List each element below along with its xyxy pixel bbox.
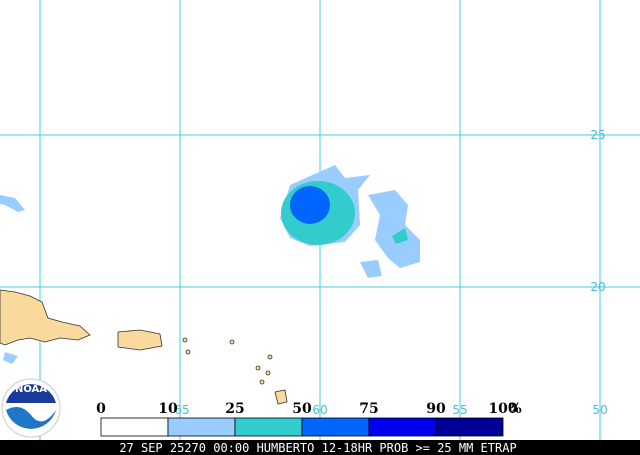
longitude-label: 50 <box>592 403 607 417</box>
probability-area <box>280 165 420 278</box>
legend-label: 0 <box>96 401 106 417</box>
caption: 27 SEP 25270 00:00 HUMBERTO 12-18HR PROB… <box>119 441 516 455</box>
legend-swatch <box>301 417 370 437</box>
legend-unit: % <box>508 401 521 417</box>
legend-swatch <box>100 417 169 437</box>
graticule <box>0 0 640 440</box>
legend-label: 75 <box>359 401 378 417</box>
longitude-label: 55 <box>452 403 467 417</box>
latitude-label: 20 <box>590 280 605 294</box>
legend-swatch <box>167 417 236 437</box>
caption-bar <box>0 440 640 455</box>
noaa-logo: NOAA <box>1 378 61 438</box>
latitude-label: 25 <box>590 128 605 142</box>
land <box>0 195 288 405</box>
legend-swatch <box>368 417 437 437</box>
legend-label: 25 <box>225 401 244 417</box>
legend-label: 50 <box>292 401 312 417</box>
logo-text: NOAA <box>15 384 47 395</box>
legend-label: 90 <box>426 401 446 417</box>
longitude-label: 65 <box>174 403 189 417</box>
legend-label: 10 <box>158 401 178 417</box>
legend-label: 100 <box>488 401 517 417</box>
legend-swatch <box>234 417 303 437</box>
longitude-label: 60 <box>312 403 327 417</box>
legend-swatch <box>435 417 504 437</box>
